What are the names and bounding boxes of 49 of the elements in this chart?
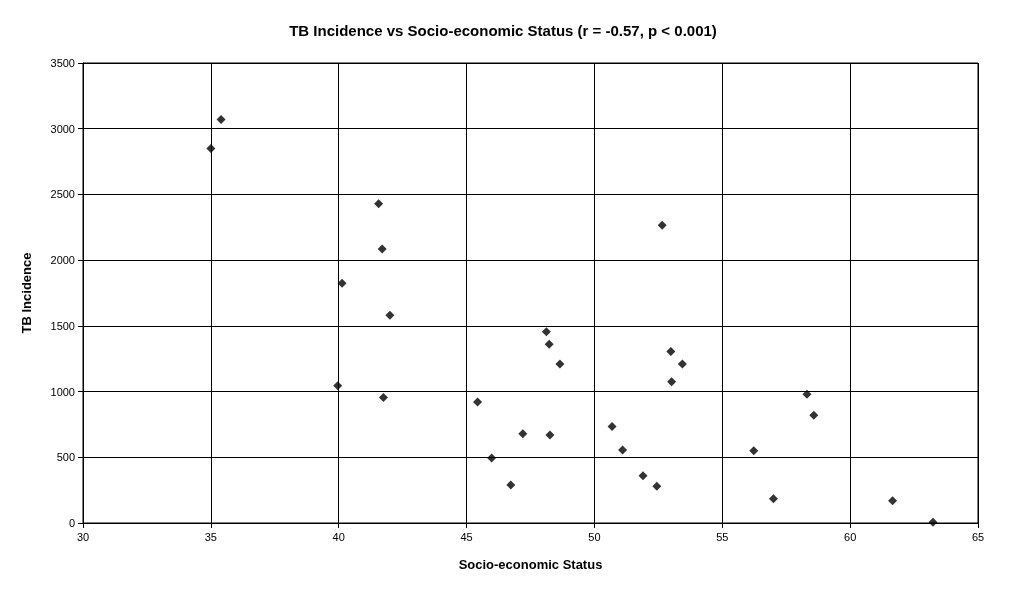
point — [378, 392, 388, 402]
point — [928, 517, 938, 527]
x-tick-label: 30 — [76, 530, 90, 543]
chart-title: TB Incidence vs Socio-economic Status (r = -0.57, p < 0.001) — [289, 22, 717, 39]
y-tick-label: 3500 — [50, 57, 75, 69]
point — [506, 480, 516, 490]
x-tick-label: 65 — [971, 530, 985, 543]
y-tick-label: 1000 — [50, 385, 75, 398]
point — [544, 339, 554, 349]
point — [206, 143, 216, 153]
point — [657, 220, 667, 230]
point — [638, 471, 648, 481]
point — [377, 244, 387, 254]
point — [618, 445, 628, 455]
point — [374, 199, 384, 209]
point — [749, 446, 759, 456]
point — [518, 429, 528, 439]
point — [809, 410, 819, 420]
point — [768, 494, 778, 504]
x-tick-label: 35 — [204, 530, 217, 543]
point — [487, 453, 497, 463]
y-tick-label: 2500 — [50, 188, 75, 201]
x-axis-title: Socio-economic Status — [458, 557, 603, 572]
x-tick-label: 50 — [588, 530, 601, 543]
point — [607, 421, 617, 431]
y-tick-label: 3000 — [50, 122, 75, 135]
point — [385, 310, 395, 320]
y-tick-label: 1500 — [50, 319, 75, 332]
point — [666, 346, 676, 356]
x-tick-label: 40 — [332, 530, 345, 543]
point — [652, 481, 662, 491]
point — [473, 397, 483, 407]
y-tick-label: 2000 — [50, 254, 75, 267]
y-tick-label: 500 — [56, 451, 75, 464]
point — [541, 327, 551, 337]
point — [337, 278, 347, 288]
point — [888, 496, 898, 506]
point — [555, 359, 565, 369]
x-tick-label: 55 — [716, 530, 729, 543]
point — [802, 389, 812, 399]
x-tick-label: 45 — [460, 530, 473, 543]
y-axis-title: TB Incidence — [19, 252, 34, 334]
y-tick-label: 0 — [68, 517, 75, 529]
point — [677, 359, 687, 369]
point — [667, 377, 677, 387]
point — [545, 430, 555, 440]
point — [333, 381, 343, 391]
point — [216, 115, 226, 125]
x-tick-label: 60 — [844, 530, 857, 543]
